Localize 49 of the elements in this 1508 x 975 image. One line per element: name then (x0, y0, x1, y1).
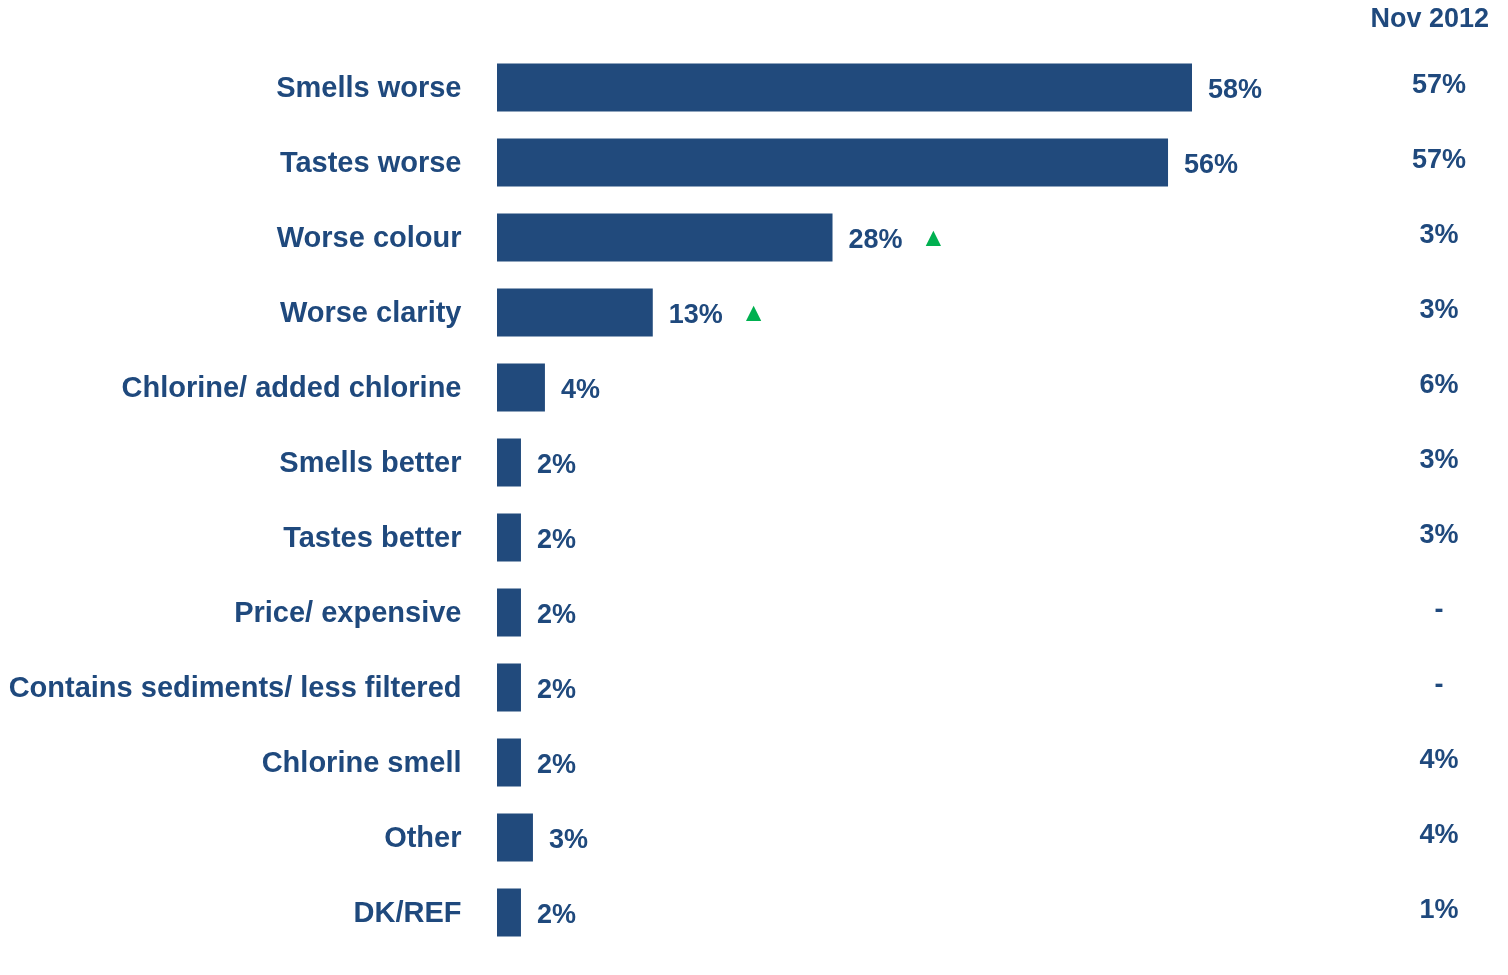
text: 13% ▲ (668, 296, 767, 329)
data-label: 2% (536, 673, 576, 704)
data-label: 2% (536, 898, 576, 929)
text: 57% (1411, 143, 1467, 174)
data-label: 2% (536, 748, 576, 779)
bar (497, 588, 521, 637)
text: 3% (1419, 518, 1459, 549)
y-tick-label: Worse colour (276, 220, 462, 253)
bar (497, 63, 1192, 112)
data-label: 3% (548, 823, 588, 854)
text: 3% (1419, 218, 1459, 249)
text: 57% (1411, 68, 1467, 99)
text: Nov 2012 (1370, 3, 1489, 33)
y-tick-label: Worse clarity (279, 295, 462, 328)
data-label: 2% (536, 448, 576, 479)
y-tick-label: Price/ expensive (234, 595, 462, 628)
text: 4% (1419, 818, 1459, 849)
data-label: 2% (536, 598, 576, 629)
data-label: 58% (1208, 73, 1263, 104)
text: - (1434, 593, 1444, 624)
bar (497, 813, 533, 862)
bar (497, 438, 521, 487)
y-tick-label: Tastes better (283, 520, 462, 553)
bar (497, 738, 521, 787)
y-tick-label: Tastes worse (279, 145, 462, 178)
data-label: 56% (1184, 148, 1239, 179)
bar (497, 513, 521, 562)
text: 28% ▲ (848, 221, 947, 254)
bar (497, 888, 521, 937)
bar (497, 213, 833, 262)
y-tick-label: Other (384, 820, 462, 853)
text: - (1434, 668, 1444, 699)
text: 4% (1419, 743, 1459, 774)
y-tick-label: Contains sediments/ less filtered (8, 670, 462, 703)
text: 3% (1419, 293, 1459, 324)
bar (497, 138, 1169, 187)
bar (497, 663, 521, 712)
data-label: 4% (560, 373, 600, 404)
y-tick-label: Chlorine/ added chlorine (121, 370, 462, 403)
y-tick-label: DK/REF (353, 895, 462, 928)
y-tick-label: Smells worse (276, 70, 462, 103)
text: 6% (1419, 368, 1459, 399)
text: 3% (1419, 443, 1459, 474)
bar (497, 363, 545, 412)
bar (497, 288, 653, 337)
text: 1% (1419, 893, 1459, 924)
y-tick-label: Chlorine smell (261, 745, 462, 778)
data-label: 2% (536, 523, 576, 554)
y-tick-label: Smells better (279, 445, 462, 478)
